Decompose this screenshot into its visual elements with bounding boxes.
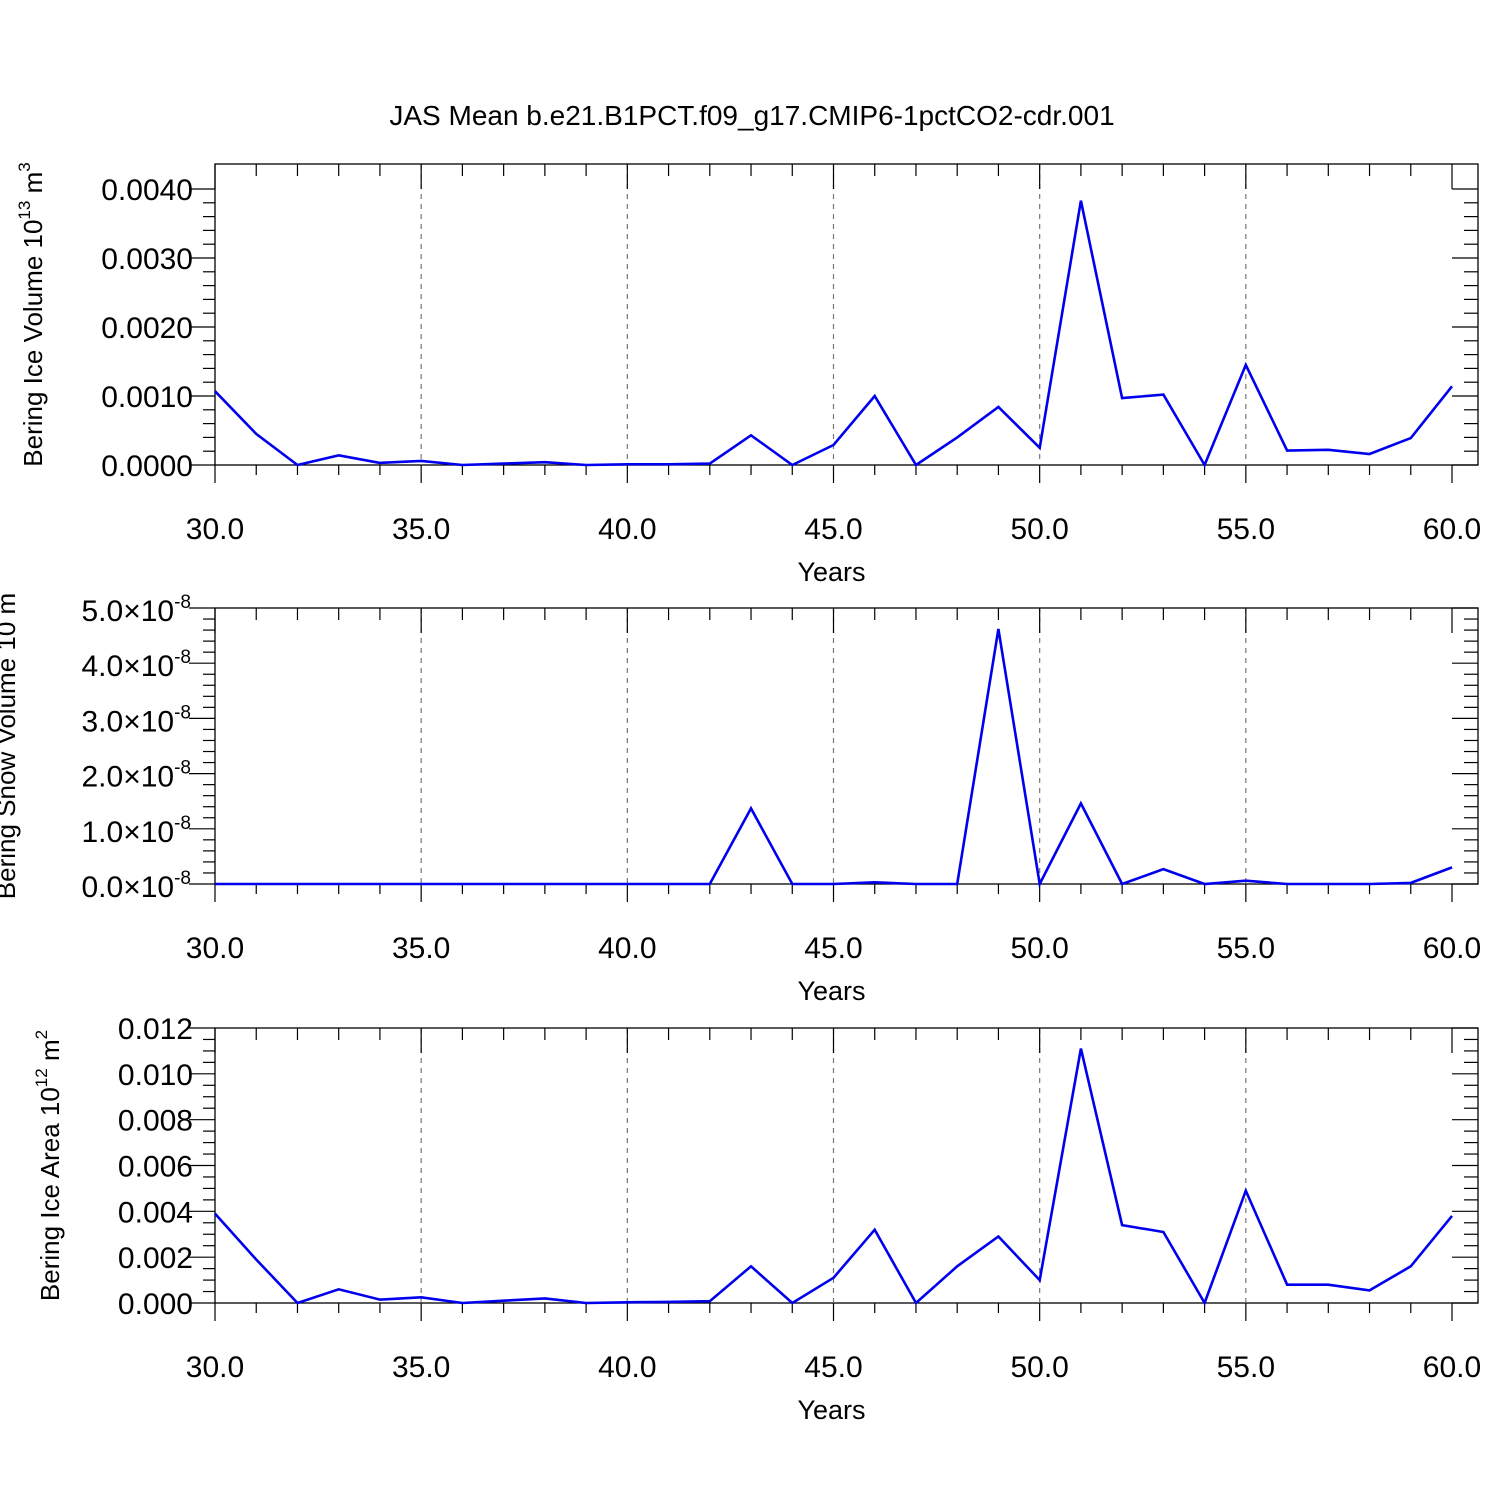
y-axis-label: Bering Snow Volume 10 m: [0, 593, 21, 899]
x-tick-label: 35.0: [392, 513, 450, 546]
y-tick-label: 0.002: [118, 1242, 193, 1275]
x-tick-label: 30.0: [186, 1351, 244, 1384]
chart-panel-2: 30.0 35.0 40.0 45.0 50.0 55.0 60.0 Years 0.0×10-…: [0, 592, 1481, 1006]
y-tick-label: 0.004: [118, 1196, 193, 1229]
x-tick-label: 50.0: [1010, 513, 1068, 546]
y-axis-label: Bering Ice Volume 1013 m3: [15, 162, 48, 466]
y-tick-label: 0.0030: [101, 243, 193, 276]
x-axis-label: Years: [797, 557, 865, 587]
y-tick-label: 0.0040: [101, 174, 193, 207]
y-tick-label: 0.010: [118, 1059, 193, 1092]
x-tick-label: 55.0: [1217, 1351, 1275, 1384]
series-line: [214, 200, 1454, 468]
y-tick-label: 5.0×10-8: [82, 592, 192, 628]
y-tick-label: 1.0×10-8: [82, 813, 192, 849]
x-tick-label: 30.0: [186, 513, 244, 546]
x-tick-label: 55.0: [1217, 513, 1275, 546]
y-tick-label: 0.008: [118, 1105, 193, 1138]
y-tick-label: 0.000: [118, 1288, 193, 1321]
series-line: [214, 1048, 1454, 1307]
chart-panel-3: 30.0 35.0 40.0 45.0 50.0 55.0 60.0 Years 0.000 0.…: [32, 1013, 1481, 1425]
x-tick-label: 35.0: [392, 1351, 450, 1384]
x-tick-label: 50.0: [1010, 932, 1068, 965]
y-tick-label: 0.0000: [101, 450, 193, 483]
chart-panel-1: 30.0 35.0 40.0 45.0 50.0 55.0 60.0 Years 0.0000 0…: [15, 162, 1481, 587]
x-tick-label: 45.0: [804, 513, 862, 546]
x-tick-label: 60.0: [1423, 513, 1481, 546]
y-tick-label: 0.0×10-8: [82, 868, 192, 904]
x-tick-label: 45.0: [804, 1351, 862, 1384]
y-tick-label: 0.0010: [101, 381, 193, 414]
x-tick-label: 40.0: [598, 513, 656, 546]
x-axis-label: Years: [797, 976, 865, 1006]
plot-frame: [214, 163, 1479, 466]
x-tick-label: 60.0: [1423, 932, 1481, 965]
chart-title: JAS Mean b.e21.B1PCT.f09_g17.CMIP6-1pctC…: [389, 100, 1114, 131]
x-tick-label: 40.0: [598, 932, 656, 965]
y-tick-label: 3.0×10-8: [82, 702, 192, 738]
y-tick-label: 0.012: [118, 1013, 193, 1046]
x-tick-label: 60.0: [1423, 1351, 1481, 1384]
x-tick-label: 40.0: [598, 1351, 656, 1384]
x-tick-label: 30.0: [186, 932, 244, 965]
y-tick-label: 0.0020: [101, 312, 193, 345]
plot-frame: [214, 607, 1479, 885]
y-tick-label: 0.006: [118, 1151, 193, 1184]
x-axis-label: Years: [797, 1395, 865, 1425]
x-tick-label: 35.0: [392, 932, 450, 965]
y-axis-label: Bering Ice Area 1012 m2: [32, 1030, 65, 1301]
y-tick-label: 4.0×10-8: [82, 647, 192, 683]
x-tick-label: 50.0: [1010, 1351, 1068, 1384]
x-tick-label: 55.0: [1217, 932, 1275, 965]
y-tick-label: 2.0×10-8: [82, 758, 192, 794]
series-line: [215, 628, 1453, 889]
x-tick-label: 45.0: [804, 932, 862, 965]
